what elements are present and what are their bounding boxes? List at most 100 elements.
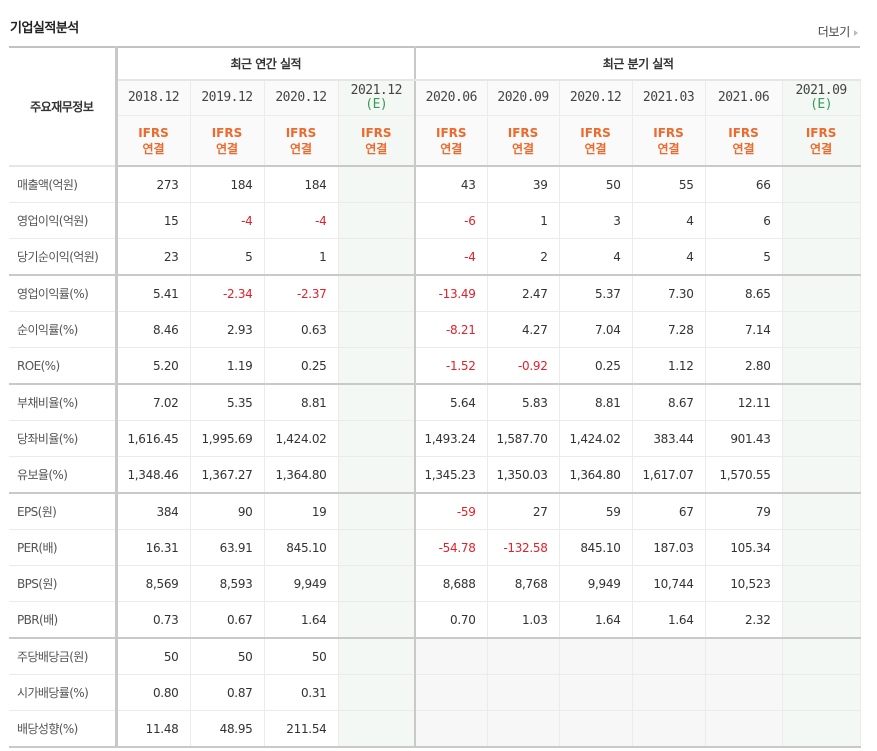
table-cell [782,529,861,566]
period-label: 2021.09 [795,83,847,98]
table-cell: 9,949 [559,565,633,602]
triangle-right-icon [854,29,858,36]
table-cell [338,493,417,530]
period-header: 2021.03 [632,80,706,116]
table-row: EPS(원) 384 90 19 -59 27 59 67 79 [9,493,861,530]
table-cell: 2.80 [705,347,783,385]
period-header: 2020.09 [487,80,560,116]
accounting-standard-header: IFRS 연결 [190,115,265,166]
table-cell: 1,364.80 [559,456,633,494]
table-cell: 184 [264,166,339,203]
standard-label: IFRS [361,125,392,140]
standard-label: IFRS [138,125,169,140]
table-cell: 1,367.27 [190,456,265,494]
table-cell [632,638,706,675]
table-cell: 8,768 [487,565,560,602]
table-cell [705,674,783,711]
period-header: 2020.12 [559,80,633,116]
row-label: 영업이익(억원) [9,202,118,239]
table-cell: 1 [487,202,560,239]
table-cell: 845.10 [559,529,633,566]
table-cell: 901.43 [705,420,783,457]
table-cell [782,565,861,602]
table-cell [782,202,861,239]
table-cell [338,601,417,639]
table-cell: 0.25 [264,347,339,385]
table-cell: -0.92 [487,347,560,385]
basis-label: 연결 [365,141,388,156]
table-cell [338,674,417,711]
table-cell: 67 [632,493,706,530]
more-link[interactable]: 더보기 [818,23,858,40]
table-cell: 1.19 [190,347,265,385]
table-cell: 5.83 [487,384,560,421]
table-cell [487,674,560,711]
accounting-standard-header: IFRS 연결 [264,115,339,166]
table-cell: 8.46 [116,311,191,348]
row-label: 유보율(%) [9,456,118,494]
table-cell: -6 [415,202,488,239]
accounting-standard-header: IFRS 연결 [705,115,783,166]
table-cell: 1 [264,238,339,276]
accounting-standard-header: IFRS 연결 [487,115,560,166]
accounting-standard-header: IFRS 연결 [338,115,417,166]
table-cell: 55 [632,166,706,203]
table-cell: 50 [116,638,191,675]
row-label: 당좌비율(%) [9,420,118,457]
table-cell: 0.80 [116,674,191,711]
table-cell: 1,587.70 [487,420,560,457]
table-cell: 1,350.03 [487,456,560,494]
table-cell: 1.12 [632,347,706,385]
table-cell: 845.10 [264,529,339,566]
basis-label: 연결 [289,141,313,156]
table-cell: 50 [190,638,265,675]
table-row: 당기순이익(억원) 23 5 1 -4 2 4 4 5 [9,238,861,276]
table-cell: -132.58 [487,529,560,566]
table-cell: 8,688 [415,565,488,602]
table-cell: 59 [559,493,633,530]
table-cell [487,710,560,748]
row-label: 주당배당금(원) [9,638,118,675]
table-cell: 2 [487,238,560,276]
financial-summary-table: 주요재무정보 최근 연간 실적 최근 분기 실적 2018.12 2019.12 2… [9,46,861,748]
row-label: 영업이익률(%) [9,275,118,312]
table-cell [415,674,488,711]
table-cell [559,638,633,675]
table-cell [559,710,633,748]
table-cell [487,638,560,675]
table-cell: 1.64 [264,601,339,639]
table-cell: 50 [264,638,339,675]
row-label: 배당성향(%) [9,710,118,748]
table-cell: 211.54 [264,710,339,748]
table-cell [705,638,783,675]
table-cell: 8.81 [559,384,633,421]
period-label: 2020.09 [497,90,549,105]
period-header: 2020.12 [264,80,339,116]
table-row: 영업이익률(%) 5.41 -2.34 -2.37 -13.49 2.47 5.37 7.30… [9,275,861,312]
standard-label: IFRS [805,125,837,140]
table-cell [782,493,861,530]
table-cell: -4 [190,202,265,239]
table-cell: 8.67 [632,384,706,421]
table-cell: -8.21 [415,311,488,348]
table-cell [338,166,417,203]
standard-label: IFRS [507,125,539,140]
table-cell: 0.31 [264,674,339,711]
table-cell: 15 [116,202,191,239]
table-row: BPS(원) 8,569 8,593 9,949 8,688 8,768 9,949 10,7… [9,565,861,602]
table-cell: 1,345.23 [415,456,488,494]
table-cell: 5 [705,238,783,276]
table-cell [338,710,417,748]
table-row: 유보율(%) 1,348.46 1,367.27 1,364.80 1,345.23 1,… [9,456,861,494]
table-cell: 8.81 [264,384,339,421]
table-cell: 7.02 [116,384,191,421]
table-cell: 4 [632,238,706,276]
table-cell: 2.32 [705,601,783,639]
table-row: 부채비율(%) 7.02 5.35 8.81 5.64 5.83 8.81 8.67 12.11 [9,384,861,421]
row-label: 매출액(억원) [9,166,118,203]
table-cell: 5 [190,238,265,276]
table-cell: 4.27 [487,311,560,348]
table-cell: 23 [116,238,191,276]
table-cell: 50 [559,166,633,203]
table-row: 주당배당금(원) 50 50 50 [9,638,861,675]
